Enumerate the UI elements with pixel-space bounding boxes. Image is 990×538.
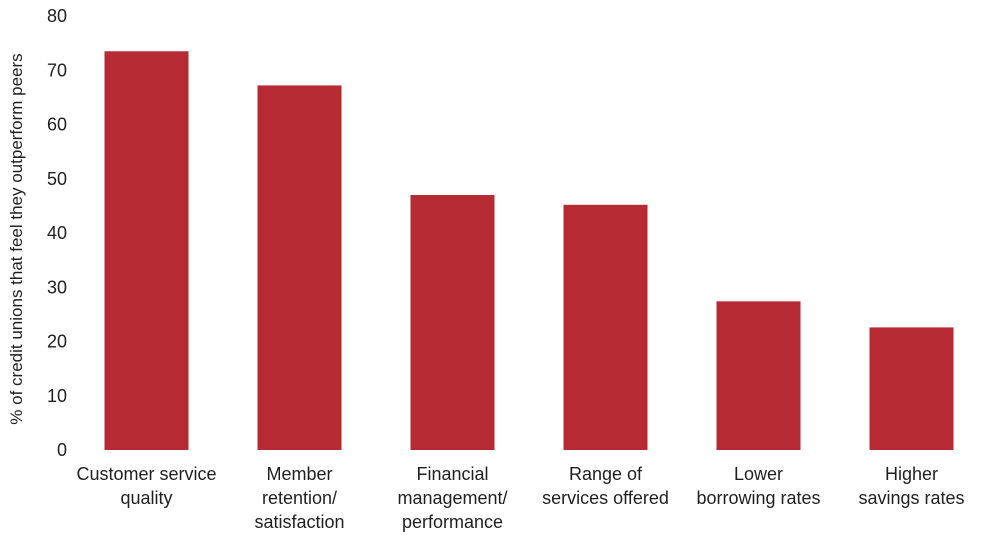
y-tick-label: 70 bbox=[47, 60, 67, 80]
x-tick-label: Member retention/satisfaction bbox=[254, 464, 344, 532]
bar bbox=[563, 204, 648, 450]
x-tick-label: Lower borrowing rates bbox=[696, 464, 820, 508]
bar bbox=[716, 301, 801, 450]
x-tick-label-line: Customer service bbox=[76, 464, 216, 484]
x-tick-label-line: Lower bbox=[734, 464, 783, 484]
bar bbox=[869, 327, 954, 450]
y-tick-label: 10 bbox=[47, 386, 67, 406]
y-axis-label: % of credit unions that feel they outper… bbox=[7, 53, 26, 424]
x-tick-label-line: savings rates bbox=[858, 488, 964, 508]
x-tick-label: Financial management/performance bbox=[397, 464, 507, 532]
x-tick-label-line: Range of bbox=[569, 464, 643, 484]
x-tick-label-line: quality bbox=[120, 488, 172, 508]
x-tick-label-line: Higher bbox=[885, 464, 938, 484]
x-tick-label-line: performance bbox=[402, 512, 503, 532]
y-tick-label: 40 bbox=[47, 223, 67, 243]
y-axis-ticks: 0 10 20 30 40 50 60 70 80 bbox=[47, 6, 67, 460]
bars bbox=[104, 51, 954, 450]
y-tick-label: 20 bbox=[47, 332, 67, 352]
x-tick-label: Range of services offered bbox=[542, 464, 669, 508]
y-tick-label: 0 bbox=[57, 440, 67, 460]
bar bbox=[104, 51, 189, 450]
y-tick-label: 80 bbox=[47, 6, 67, 26]
bar bbox=[257, 85, 342, 450]
y-tick-label: 30 bbox=[47, 277, 67, 297]
x-tick-label-line: retention/ bbox=[262, 488, 337, 508]
x-tick-label-line: services offered bbox=[542, 488, 669, 508]
y-tick-label: 50 bbox=[47, 169, 67, 189]
bar bbox=[410, 195, 495, 450]
x-tick-label-line: Financial bbox=[416, 464, 488, 484]
x-tick-label: Higher savings rates bbox=[858, 464, 964, 508]
x-tick-label-line: satisfaction bbox=[254, 512, 344, 532]
x-tick-label-line: borrowing rates bbox=[696, 488, 820, 508]
y-tick-label: 60 bbox=[47, 115, 67, 135]
x-tick-label: Customer service quality bbox=[76, 464, 216, 508]
x-axis-labels: Customer service quality Member retention/s… bbox=[76, 464, 964, 532]
x-tick-label-line: management/ bbox=[397, 488, 507, 508]
x-tick-label-line: Member bbox=[266, 464, 332, 484]
